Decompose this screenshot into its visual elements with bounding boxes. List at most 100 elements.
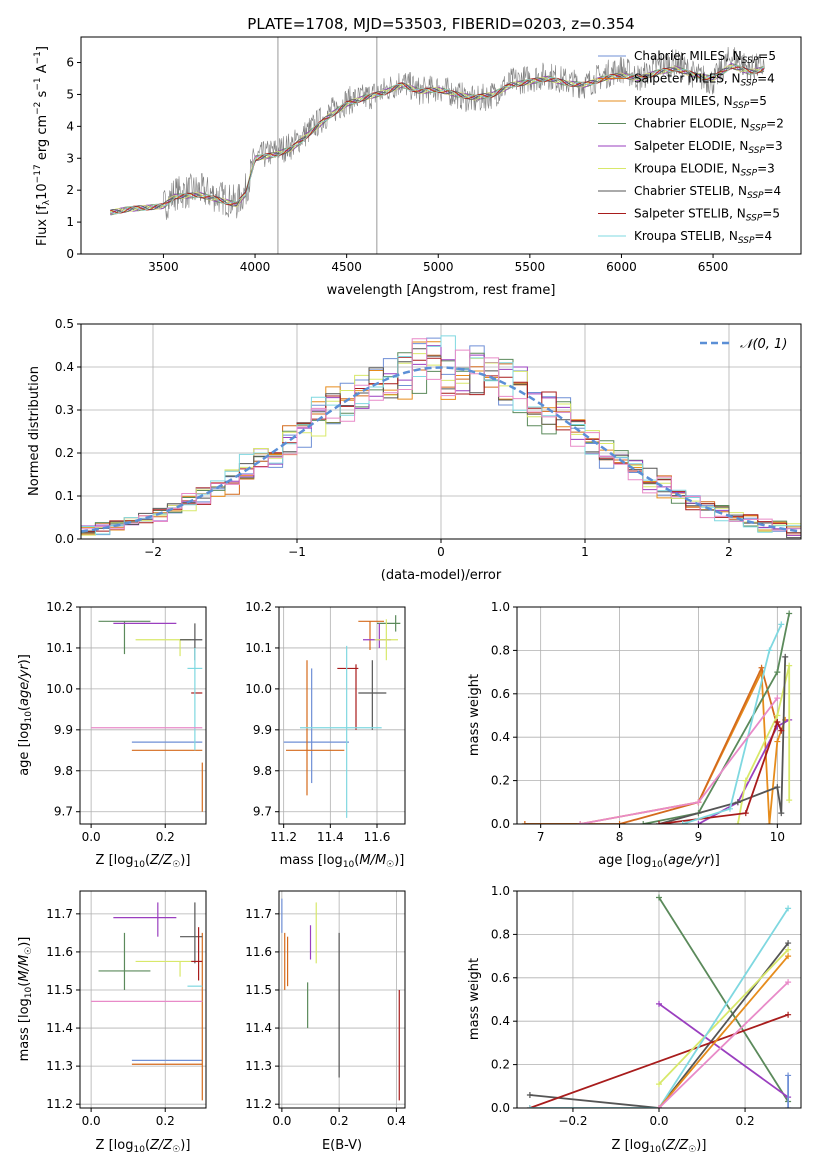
y-tick-label: 0	[66, 247, 74, 261]
weight-marker	[656, 821, 662, 824]
weight-marker	[734, 799, 741, 806]
weight-marker	[785, 1072, 792, 1079]
y-tick-label: 11.5	[245, 983, 272, 997]
x-tick-label: 3500	[148, 260, 179, 274]
weight-marker	[774, 738, 781, 745]
residual-ylabel: Normed distribution	[27, 366, 42, 496]
y-tick-label: 11.6	[46, 945, 73, 959]
y-tick-label: 0.0	[491, 1101, 510, 1115]
weight-marker	[521, 821, 528, 824]
weight-marker	[785, 979, 792, 986]
weight-marker	[742, 777, 749, 784]
normal-legend-label: 𝒩(0, 1)	[740, 337, 787, 352]
weight-line	[682, 624, 783, 824]
weight-marker	[786, 662, 793, 669]
x-tick-label: 4000	[240, 260, 271, 274]
weight-marker	[758, 664, 765, 671]
x-tick-label: 9	[695, 830, 703, 844]
x-tick-label: 0.0	[82, 830, 101, 844]
legend-label: Chabrier STELIB, NSSP=4	[634, 184, 781, 201]
grid-lines	[279, 607, 405, 824]
y-tick-label: 9.7	[253, 805, 272, 819]
weight-line	[658, 948, 789, 1085]
x-tick-label: −1	[288, 545, 306, 559]
y-tick-label: 11.7	[46, 907, 73, 921]
spectrum-ylabel: Flux [fλ10−17 erg cm−2 s−1 A−1]	[33, 46, 52, 246]
y-tick-label: 10.1	[46, 641, 73, 655]
y-tick-label: 0.0	[55, 532, 74, 546]
weight-marker	[640, 821, 647, 824]
weight-line	[529, 942, 789, 1108]
weight-marker	[742, 810, 749, 817]
weight-marker	[774, 695, 781, 702]
age-z-xlabel: Z [log10(Z/Z☉)]	[96, 853, 191, 870]
grid-lines	[80, 891, 206, 1108]
y-tick-label: 11.4	[245, 1021, 272, 1035]
y-tick-label: 0.8	[491, 643, 510, 657]
weight-marker	[785, 953, 792, 960]
y-tick-label: 1.0	[491, 600, 510, 614]
x-tick-label: 6000	[606, 260, 637, 274]
y-tick-label: 10.2	[245, 600, 272, 614]
residual-xlabel: (data-model)/error	[381, 568, 502, 583]
y-tick-label: 0.5	[55, 317, 74, 331]
spectrum-legend: Chabrier MILES, NSSP=5 Salpeter MILES, NS…	[598, 49, 784, 246]
model-spectrum-line	[110, 67, 765, 213]
weight-marker	[774, 712, 781, 719]
weight-marker	[786, 797, 793, 804]
y-tick-label: 0.1	[55, 489, 74, 503]
y-tick-label: 6	[66, 56, 74, 70]
y-tick-label: 0.4	[491, 730, 510, 744]
mass-z-xlabel: Z [log10(Z/Z☉)]	[96, 1138, 191, 1155]
x-tick-label: 10	[770, 830, 785, 844]
mass-vs-metallicity-panel: 0.0 0.2 11.2 11.3 11.4 11.5 11.6 11.7 Z [log10(…	[17, 890, 207, 1155]
legend-label: Chabrier MILES, NSSP=5	[634, 49, 776, 66]
legend-label: Chabrier ELODIE, NSSP=2	[634, 117, 784, 134]
y-tick-label: 0.2	[491, 1058, 510, 1072]
y-tick-label: 5	[66, 87, 74, 101]
y-tick-label: 11.7	[245, 907, 272, 921]
y-tick-label: 11.3	[46, 1059, 73, 1073]
weight-marker	[778, 621, 785, 628]
x-tick-label: 8	[616, 830, 624, 844]
mass-z-ylabel: mass [log10(M/M☉)]	[17, 937, 34, 1062]
weight-marker	[785, 1105, 792, 1108]
weight-marker	[656, 894, 662, 901]
weight-marker	[778, 727, 785, 734]
y-tick-label: 0.4	[491, 1014, 510, 1028]
x-tick-label: 0	[437, 545, 445, 559]
grid-lines	[80, 607, 206, 824]
weight-line	[529, 907, 789, 1108]
y-tick-label: 11.2	[245, 1097, 272, 1111]
y-tick-label: 11.5	[46, 983, 73, 997]
weight-marker	[774, 719, 781, 726]
weight-vs-metallicity-panel: −0.2 0.0 0.2 0.0 0.2 0.4 0.6 0.8 1.0 Z [log10(Z/…	[467, 884, 802, 1155]
model-spectrum-line	[110, 63, 765, 216]
y-tick-label: 9.8	[253, 764, 272, 778]
y-tick-label: 1.0	[491, 884, 510, 898]
model-spectrum-line	[110, 65, 765, 215]
y-tick-label: 11.3	[245, 1059, 272, 1073]
y-tick-label: 0.2	[491, 774, 510, 788]
legend-label: Kroupa STELIB, NSSP=4	[634, 229, 772, 246]
y-tick-label: 0.6	[491, 687, 510, 701]
x-tick-label: 0.0	[82, 1114, 101, 1128]
weight-marker	[785, 946, 792, 953]
x-tick-label: 11.6	[364, 830, 391, 844]
x-tick-label: 0.2	[156, 1114, 175, 1128]
x-tick-label: 5000	[423, 260, 454, 274]
residual-histogram	[81, 356, 801, 534]
weight-z-ylabel: mass weight	[467, 958, 482, 1040]
x-tick-label: −2	[144, 545, 162, 559]
weight-marker	[695, 799, 702, 806]
weight-line	[658, 897, 789, 1102]
x-tick-label: −0.2	[558, 1114, 587, 1128]
y-tick-label: 0.0	[491, 817, 510, 831]
y-tick-label: 0.4	[55, 360, 74, 374]
y-tick-label: 3	[66, 151, 74, 165]
x-tick-label: 4500	[331, 260, 362, 274]
weight-marker	[734, 821, 741, 824]
weight-marker	[766, 647, 773, 654]
y-tick-label: 0.6	[491, 971, 510, 985]
figure-title: PLATE=1708, MJD=53503, FIBERID=0203, z=0…	[247, 15, 634, 33]
